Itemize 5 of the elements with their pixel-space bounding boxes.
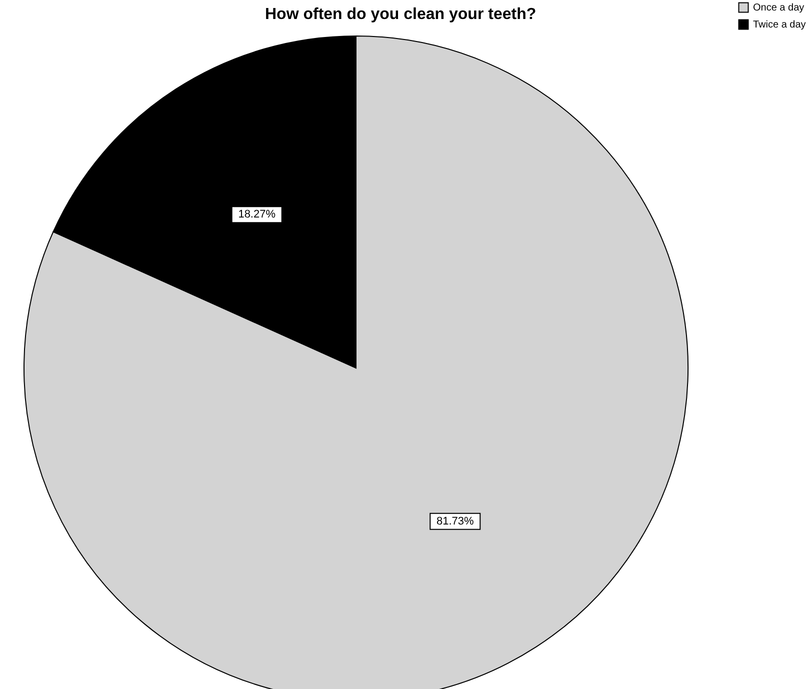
legend-label: Once a day bbox=[753, 2, 804, 14]
chart-title: How often do you clean your teeth? bbox=[265, 6, 536, 23]
legend-label: Twice a day bbox=[753, 20, 806, 30]
data-label: 18.27% bbox=[238, 208, 276, 221]
data-label: 81.73% bbox=[436, 515, 474, 528]
